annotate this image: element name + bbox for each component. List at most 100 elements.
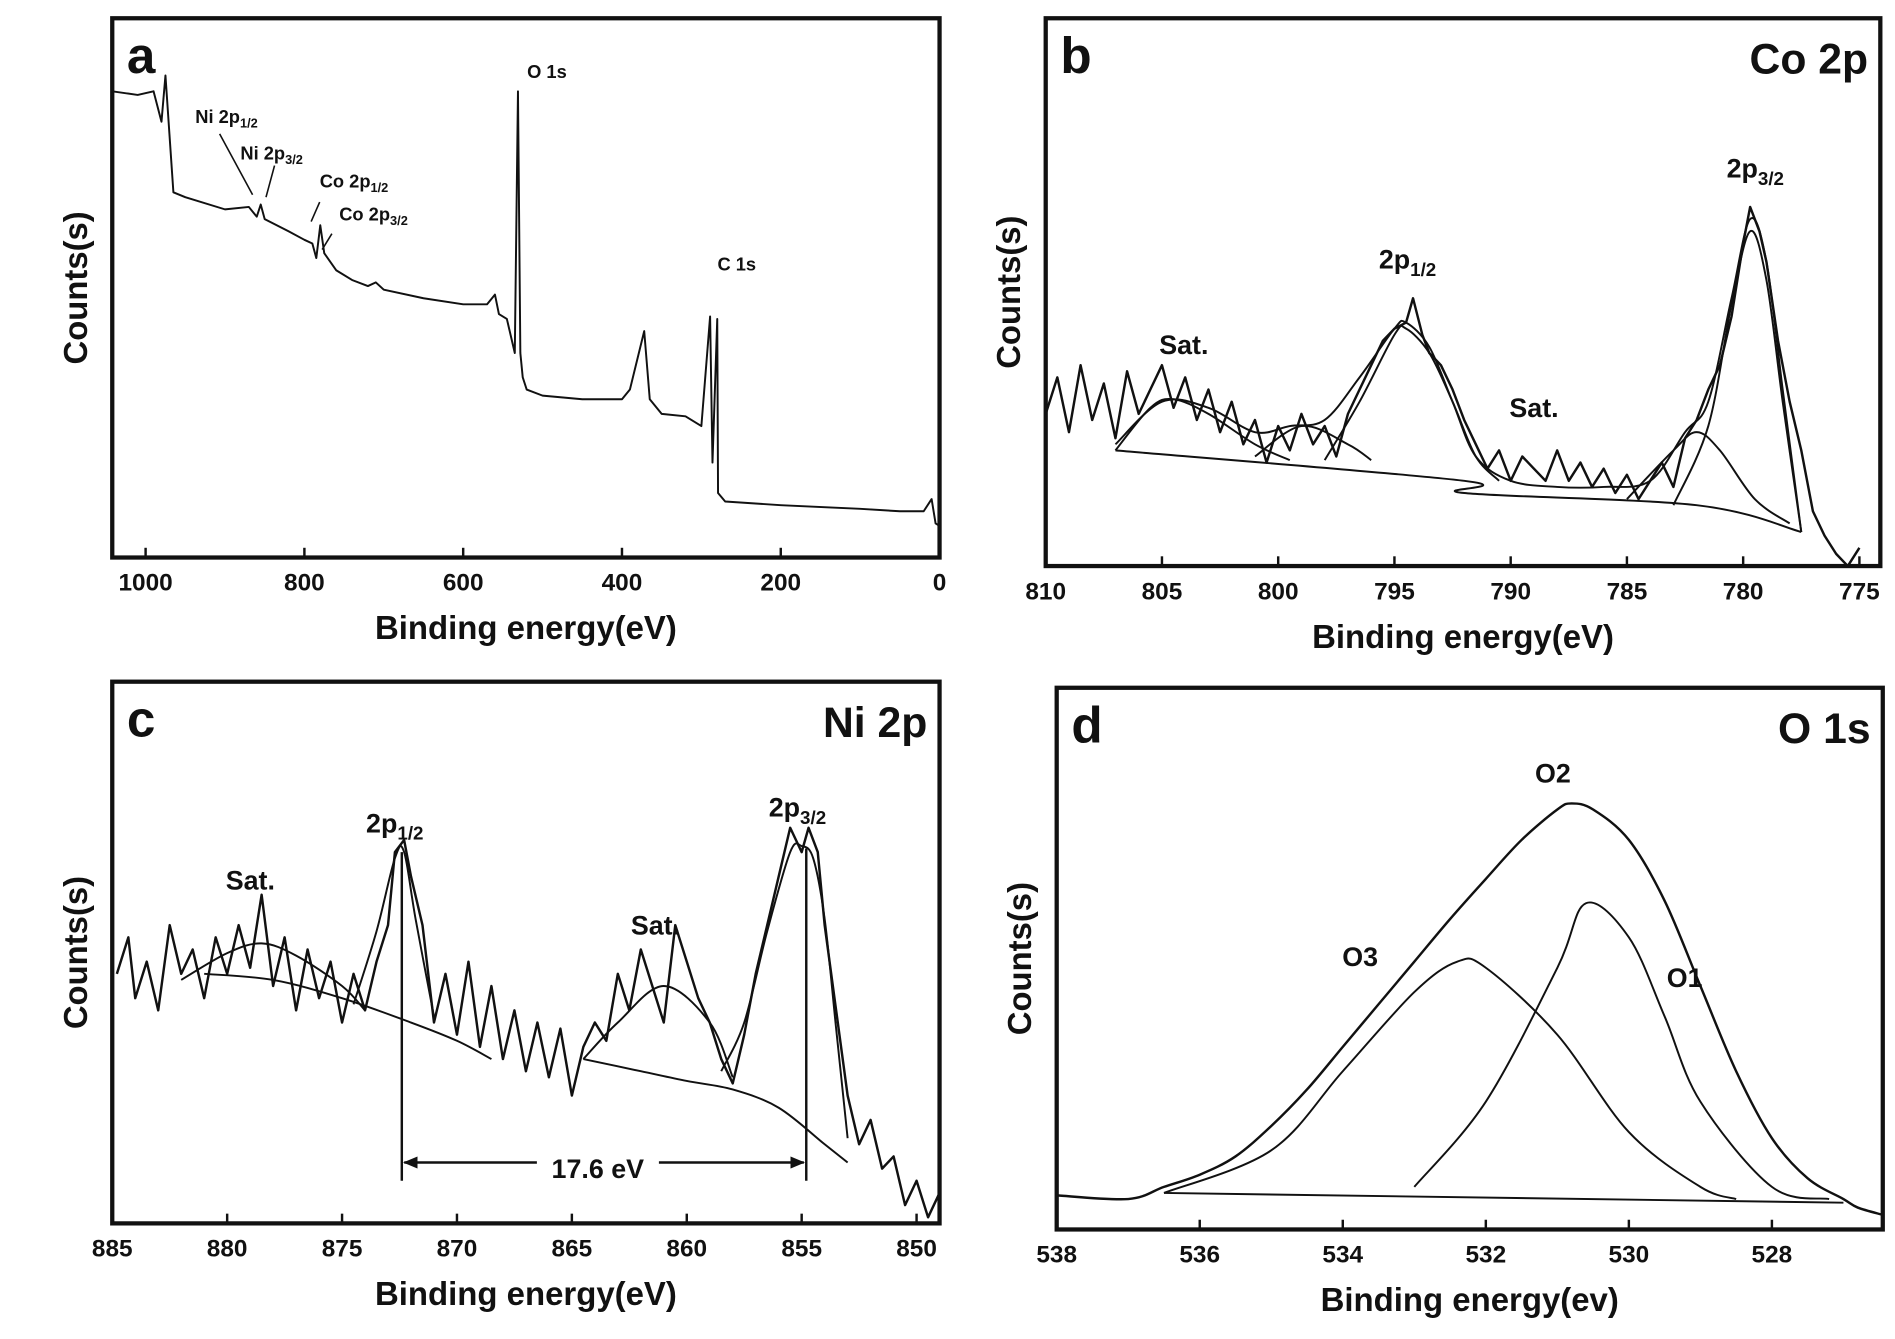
fit-line xyxy=(180,942,366,1012)
panel-title: Co 2p xyxy=(1750,35,1869,83)
plot-area xyxy=(1045,205,1861,568)
x-tick-label: 775 xyxy=(1839,578,1880,605)
x-axis-label: Binding energy(eV) xyxy=(375,1275,677,1312)
annotation-subscript: 3/2 xyxy=(800,807,826,828)
annotation: Ni 2p1/2 xyxy=(195,106,258,131)
plot-frame xyxy=(110,16,942,560)
annotation-text: O 1s xyxy=(527,61,567,82)
annotation: 2p3/2 xyxy=(769,793,826,828)
annotation-subscript: 1/2 xyxy=(240,116,258,131)
leader-line xyxy=(218,133,254,196)
x-tick-label: 855 xyxy=(781,1236,822,1263)
x-tick-label: 790 xyxy=(1490,578,1531,605)
annotation: Sat. xyxy=(226,866,275,896)
spectrum-line xyxy=(1056,802,1883,1217)
x-axis-label: Binding energy(eV) xyxy=(1312,618,1614,655)
panel: 1000 800 600 400 200 0 Binding energy(eV) Count… xyxy=(57,16,947,646)
x-tick-label: 780 xyxy=(1723,578,1764,605)
fit-line xyxy=(1163,1191,1844,1204)
x-tick-label: 600 xyxy=(443,570,484,597)
annotation: Co 2p1/2 xyxy=(320,170,389,195)
annotation: Sat. xyxy=(631,911,680,941)
y-axis-label: Counts(s) xyxy=(57,211,94,364)
annotation-subscript: 3/2 xyxy=(285,152,303,167)
x-tick-label: 530 xyxy=(1609,1242,1650,1269)
x-tick-label: 860 xyxy=(666,1236,707,1263)
annotation-text: O2 xyxy=(1535,759,1571,789)
annotation: O1 xyxy=(1667,963,1703,993)
annotation-subscript: 1/2 xyxy=(371,180,389,195)
annotation-text: O3 xyxy=(1342,942,1378,972)
annotation-subscript: 3/2 xyxy=(390,213,408,228)
annotation-text: 2p xyxy=(1727,154,1758,184)
annotation: 2p1/2 xyxy=(366,808,423,843)
x-tick-label: 850 xyxy=(896,1236,937,1263)
fit-line xyxy=(1115,449,1802,533)
x-tick-label: 200 xyxy=(760,570,801,597)
annotation-text: Co 2p xyxy=(339,203,390,224)
plot-area xyxy=(1056,802,1883,1217)
annotation: 17.6 eV xyxy=(552,1154,645,1184)
panel-letter: c xyxy=(127,691,156,748)
annotation: 2p1/2 xyxy=(1379,245,1436,280)
annotation: Sat. xyxy=(1159,330,1208,360)
annotation-text: Co 2p xyxy=(320,170,371,191)
plot-frame xyxy=(110,679,942,1226)
fit-line xyxy=(1626,431,1791,525)
plot-frame xyxy=(1054,685,1885,1232)
annotation: O3 xyxy=(1342,942,1378,972)
fit-line xyxy=(1114,217,1803,533)
x-tick-label: 880 xyxy=(207,1236,248,1263)
annotation-text: Sat. xyxy=(631,911,680,941)
fit-line xyxy=(204,972,492,1060)
annotation: O 1s xyxy=(527,61,567,82)
fit-line xyxy=(1254,425,1372,461)
annotation-text: Sat. xyxy=(1509,393,1558,423)
y-axis-label: Counts(s) xyxy=(1001,882,1038,1035)
annotation-subscript: 3/2 xyxy=(1758,168,1784,189)
x-tick-label: 528 xyxy=(1752,1242,1793,1269)
annotation-text: 2p xyxy=(366,808,397,838)
x-tick-label: 875 xyxy=(322,1236,363,1263)
x-tick-label: 810 xyxy=(1025,578,1066,605)
x-tick-label: 865 xyxy=(552,1236,593,1263)
annotation-text: Sat. xyxy=(1159,330,1208,360)
x-tick-label: 800 xyxy=(1258,578,1299,605)
x-tick-label: 400 xyxy=(602,570,643,597)
fit-line xyxy=(1672,230,1803,533)
annotation-subscript: 1/2 xyxy=(397,823,423,844)
x-tick-label: 785 xyxy=(1607,578,1648,605)
annotation: O2 xyxy=(1535,759,1571,789)
x-tick-label: 1000 xyxy=(118,570,172,597)
panel: 885 880 875 870 865 860 855 850 Binding energy(e… xyxy=(57,679,942,1312)
fit-line xyxy=(582,985,734,1078)
panel-letter: b xyxy=(1060,27,1091,84)
annotation: C 1s xyxy=(717,253,756,274)
x-tick-label: 536 xyxy=(1179,1242,1220,1269)
fit-line xyxy=(352,845,435,1017)
panel-letter: a xyxy=(127,27,156,84)
x-axis-label: Binding energy(eV) xyxy=(375,609,677,646)
annotation-text: C 1s xyxy=(717,253,756,274)
fit-line xyxy=(720,842,849,1139)
annotation-text: 2p xyxy=(769,793,800,823)
panel: 810 805 800 795 790 785 780 775 Binding energy(e… xyxy=(990,16,1883,655)
panel-letter: d xyxy=(1071,697,1102,754)
x-tick-label: 538 xyxy=(1036,1242,1077,1269)
plot-area xyxy=(112,74,940,527)
x-tick-label: 795 xyxy=(1374,578,1415,605)
x-axis-label: Binding energy(ev) xyxy=(1321,1281,1619,1318)
spectrum-line xyxy=(112,74,940,527)
annotation: Co 2p3/2 xyxy=(339,203,408,228)
plot-frame xyxy=(1043,16,1883,569)
leader-line xyxy=(265,165,276,198)
annotation-subscript: 1/2 xyxy=(1410,259,1436,280)
fit-line xyxy=(1413,901,1830,1201)
panel: 538 536 534 532 530 528 Binding energy(ev) Coun… xyxy=(1001,685,1885,1318)
x-tick-label: 885 xyxy=(92,1236,133,1263)
x-tick-label: 805 xyxy=(1142,578,1183,605)
plot-area xyxy=(115,826,940,1219)
x-tick-label: 0 xyxy=(933,570,947,597)
